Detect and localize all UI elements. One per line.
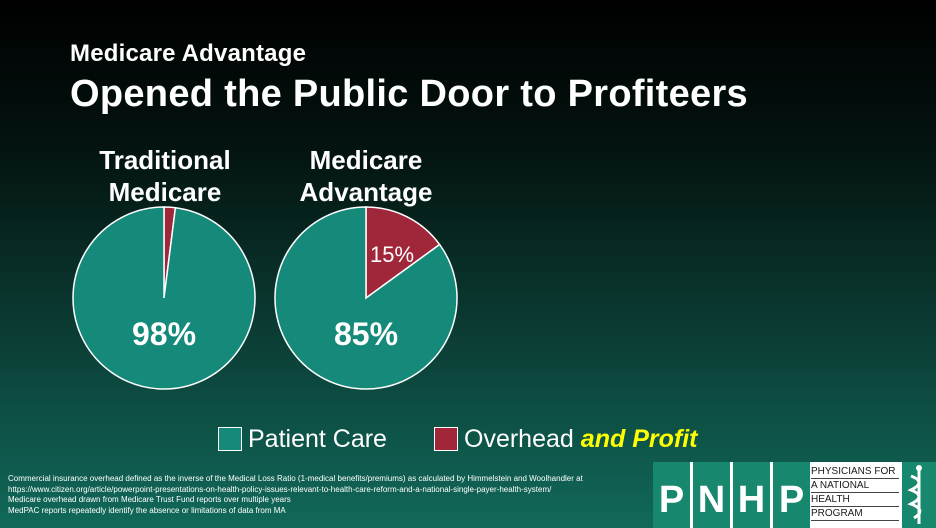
data-label-patient-care: 85% — [334, 316, 398, 352]
legend-patient-care: Patient Care — [218, 423, 387, 455]
caduceus-icon — [902, 462, 936, 528]
logo-line: PHYSICIANS FOR — [811, 465, 899, 479]
pie-slice-overhead — [365, 206, 441, 300]
footnote: Commercial insurance overhead defined as… — [8, 474, 648, 516]
logo-line: PROGRAM — [811, 507, 899, 521]
logo-letter: P — [653, 462, 690, 528]
logo-org-name: PHYSICIANS FOR A NATIONAL HEALTH PROGRAM — [811, 465, 899, 521]
logo-letter: H — [733, 462, 770, 528]
logo-line: A NATIONAL — [811, 479, 899, 493]
footnote-link[interactable]: https://www.citizen.org/article/powerpoi… — [8, 484, 552, 494]
legend-label-patient-care: Patient Care — [248, 424, 387, 453]
slide-title: Opened the Public Door to Profiteers — [70, 73, 748, 115]
footnote-line: MedPAC reports repeatedly identify the a… — [8, 505, 286, 515]
legend-label-profit: and Profit — [580, 424, 698, 453]
logo-letter: N — [693, 462, 730, 528]
pie-title-traditional-medicare: Traditional Medicare — [99, 145, 231, 207]
slide-subtitle: Medicare Advantage — [70, 40, 307, 67]
footnote-line: Medicare overhead drawn from Medicare Tr… — [8, 495, 291, 504]
footnote-line: Commercial insurance overhead defined as… — [8, 474, 583, 483]
logo-letter: P — [773, 462, 810, 528]
legend-overhead: Overhead and Profit — [434, 423, 697, 455]
pnhp-logo: P N H P PHYSICIANS FOR A NATIONAL HEALTH… — [653, 462, 936, 528]
data-label-overhead: 15% — [370, 242, 414, 267]
pie-slice-patient-care — [72, 206, 256, 390]
pie-title-medicare-advantage: Medicare Advantage — [299, 145, 433, 207]
legend-swatch-overhead — [434, 427, 458, 451]
pie-slice-patient-care — [274, 206, 458, 390]
legend-label-overhead: Overhead — [464, 424, 574, 453]
logo-letters: P N H P — [653, 462, 813, 528]
logo-line: HEALTH — [811, 493, 899, 507]
data-label-patient-care: 98% — [132, 316, 196, 352]
legend-swatch-patient-care — [218, 427, 242, 451]
